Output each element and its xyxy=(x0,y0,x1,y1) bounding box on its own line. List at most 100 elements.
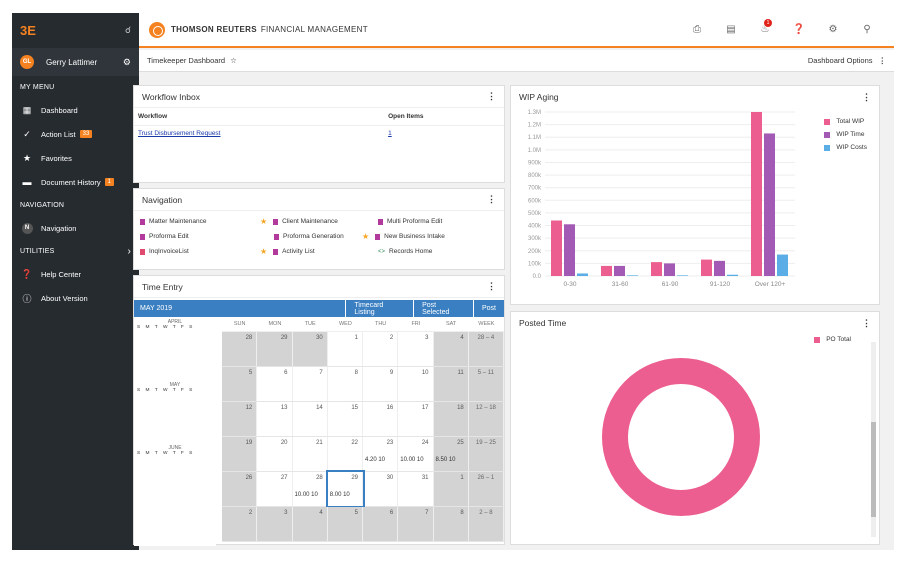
bar-total-wip[interactable] xyxy=(701,259,712,276)
kebab-icon[interactable]: ⋮ xyxy=(878,56,887,65)
legend-item[interactable]: WIP Costs xyxy=(824,144,867,151)
day-cell[interactable]: 16 xyxy=(363,402,399,436)
day-cell[interactable]: 4 xyxy=(292,507,328,541)
day-cell[interactable]: 7 xyxy=(293,367,328,401)
day-cell[interactable]: 5 xyxy=(222,367,258,401)
bar-wip-costs[interactable] xyxy=(727,274,738,276)
sidebar-section-utilities[interactable]: UTILITIES › xyxy=(20,245,131,257)
nav-link-inqinvoicelist[interactable]: InqInvoiceList xyxy=(140,247,260,256)
day-cell[interactable]: 27 xyxy=(257,472,293,506)
day-cell[interactable]: 29 xyxy=(257,332,293,366)
nav-link-multi-proforma-edit[interactable]: Multi Proforma Edit xyxy=(378,217,498,226)
day-cell[interactable]: 6 xyxy=(363,507,399,541)
day-cell[interactable]: 28 xyxy=(222,332,258,366)
kebab-icon[interactable]: ⋮ xyxy=(487,194,496,204)
day-cell[interactable]: 25 8.50 10 xyxy=(433,437,469,471)
timecard-listing-button[interactable]: Timecard Listing xyxy=(345,300,413,317)
nav-link-proforma-edit[interactable]: Proforma Edit xyxy=(140,232,260,241)
post-button[interactable]: Post xyxy=(472,300,504,317)
day-cell[interactable]: 19 xyxy=(222,437,258,471)
bar-wip-costs[interactable] xyxy=(577,273,588,276)
day-cell[interactable]: 17 xyxy=(398,402,434,436)
gear-icon[interactable]: ⚙ xyxy=(828,24,838,35)
day-cell[interactable]: 4 xyxy=(433,332,469,366)
day-cell[interactable]: 15 xyxy=(328,402,363,436)
day-cell[interactable]: 2 xyxy=(363,332,399,366)
day-cell[interactable]: 13 xyxy=(257,402,293,436)
week-range-cell[interactable]: 12 – 18 xyxy=(468,402,504,436)
nav-link-records-home[interactable]: <> Records Home xyxy=(378,248,433,255)
sidebar-item-about-version[interactable]: ⓘ About Version xyxy=(12,286,139,310)
sidebar-item-action-list[interactable]: ✓ Action List 33 xyxy=(12,122,139,146)
donut-slice-po-total[interactable] xyxy=(602,358,760,516)
day-cell[interactable]: 6 xyxy=(257,367,293,401)
day-cell[interactable]: 3 xyxy=(257,507,293,541)
day-cell[interactable]: 1 xyxy=(433,472,469,506)
day-cell[interactable]: 20 xyxy=(257,437,293,471)
mini-calendar[interactable]: APRIL S M T W T F S MAY S M T W T F S JUNE… xyxy=(134,317,216,546)
nav-link-proforma-generation[interactable]: Proforma Generation xyxy=(260,232,378,241)
day-cell[interactable]: 9 xyxy=(363,367,399,401)
print-icon[interactable]: ⎙ xyxy=(693,24,701,35)
search-icon[interactable]: ⚲ xyxy=(863,24,871,35)
bar-wip-costs[interactable] xyxy=(777,254,788,276)
nav-link-client-maintenance[interactable]: ★ Client Maintenance xyxy=(260,217,338,226)
nav-link-activity-list[interactable]: ★ Activity List xyxy=(260,247,315,256)
bar-total-wip[interactable] xyxy=(601,265,612,276)
day-cell[interactable]: 21 xyxy=(293,437,328,471)
day-cell[interactable]: 31 xyxy=(398,472,434,506)
nav-link-new-business-intake[interactable]: ★ New Business Intake xyxy=(362,232,445,241)
sidebar-item-navigation[interactable]: N Navigation xyxy=(12,216,139,240)
day-cell[interactable]: 11 xyxy=(433,367,469,401)
bar-wip-costs[interactable] xyxy=(677,275,688,276)
day-cell[interactable]: 8 xyxy=(328,367,363,401)
day-cell[interactable]: 18 xyxy=(433,402,469,436)
sidebar-item-document-history[interactable]: ▬ Document History 1 xyxy=(12,170,139,194)
day-cell[interactable]: 14 xyxy=(293,402,328,436)
scrollbar[interactable] xyxy=(871,342,876,537)
kebab-icon[interactable]: ⋮ xyxy=(487,91,496,101)
day-cell[interactable]: 22 xyxy=(328,437,363,471)
month-selector[interactable]: MAY 2019 xyxy=(140,305,173,312)
user-row[interactable]: GL Gerry Lattimer ⚙ xyxy=(12,48,139,76)
day-cell[interactable]: 26 xyxy=(222,472,258,506)
workflow-link[interactable]: Trust Disbursement Request xyxy=(138,130,221,137)
legend-item[interactable]: WIP Time xyxy=(824,131,867,138)
post-selected-button[interactable]: Post Selected xyxy=(413,300,473,317)
document-icon[interactable]: ▤ xyxy=(726,24,736,35)
bar-wip-time[interactable] xyxy=(564,224,575,276)
bell-icon[interactable]: ♨ 1 xyxy=(748,19,782,35)
week-range-cell[interactable]: 26 – 1 xyxy=(468,472,504,506)
day-cell[interactable]: 23 4.20 10 xyxy=(363,437,399,471)
day-cell[interactable]: 5 xyxy=(327,507,363,541)
day-cell[interactable]: 30 xyxy=(363,472,399,506)
sidebar-item-dashboard[interactable]: ▦ Dashboard xyxy=(12,98,139,122)
day-cell[interactable]: 28 10.00 10 xyxy=(293,472,328,506)
bar-total-wip[interactable] xyxy=(551,220,562,276)
sidebar-item-favorites[interactable]: ★ Favorites xyxy=(12,146,139,170)
gear-icon[interactable]: ⚙ xyxy=(122,56,131,67)
day-cell[interactable]: 3 xyxy=(398,332,434,366)
lock-icon[interactable]: ☌ xyxy=(124,25,131,35)
bar-wip-time[interactable] xyxy=(764,133,775,276)
day-cell[interactable]: 8 xyxy=(433,507,469,541)
day-cell[interactable]: 7 xyxy=(398,507,434,541)
bar-total-wip[interactable] xyxy=(751,112,762,276)
day-cell[interactable]: 2 xyxy=(222,507,258,541)
bar-wip-costs[interactable] xyxy=(627,275,638,276)
week-range-cell[interactable]: 2 – 8 xyxy=(468,507,504,541)
week-range-cell[interactable]: 5 – 11 xyxy=(468,367,504,401)
sidebar-item-help-center[interactable]: ❓ Help Center xyxy=(12,262,139,286)
nav-link-matter-maintenance[interactable]: Matter Maintenance xyxy=(140,217,260,226)
week-range-cell[interactable]: 19 – 25 xyxy=(468,437,504,471)
week-range-cell[interactable]: 28 – 4 xyxy=(468,332,504,366)
expand-icon[interactable]: ⋮ xyxy=(487,281,496,291)
legend-item[interactable]: Total WIP xyxy=(824,118,867,125)
day-cell[interactable]: 1 xyxy=(328,332,363,366)
kebab-icon[interactable]: ⋮ xyxy=(862,317,871,328)
day-cell[interactable]: 29 8.00 10 xyxy=(325,470,366,508)
day-cell[interactable]: 30 xyxy=(292,332,328,366)
day-cell[interactable]: 10 xyxy=(398,367,434,401)
bar-wip-time[interactable] xyxy=(614,265,625,276)
day-cell[interactable]: 12 xyxy=(222,402,258,436)
